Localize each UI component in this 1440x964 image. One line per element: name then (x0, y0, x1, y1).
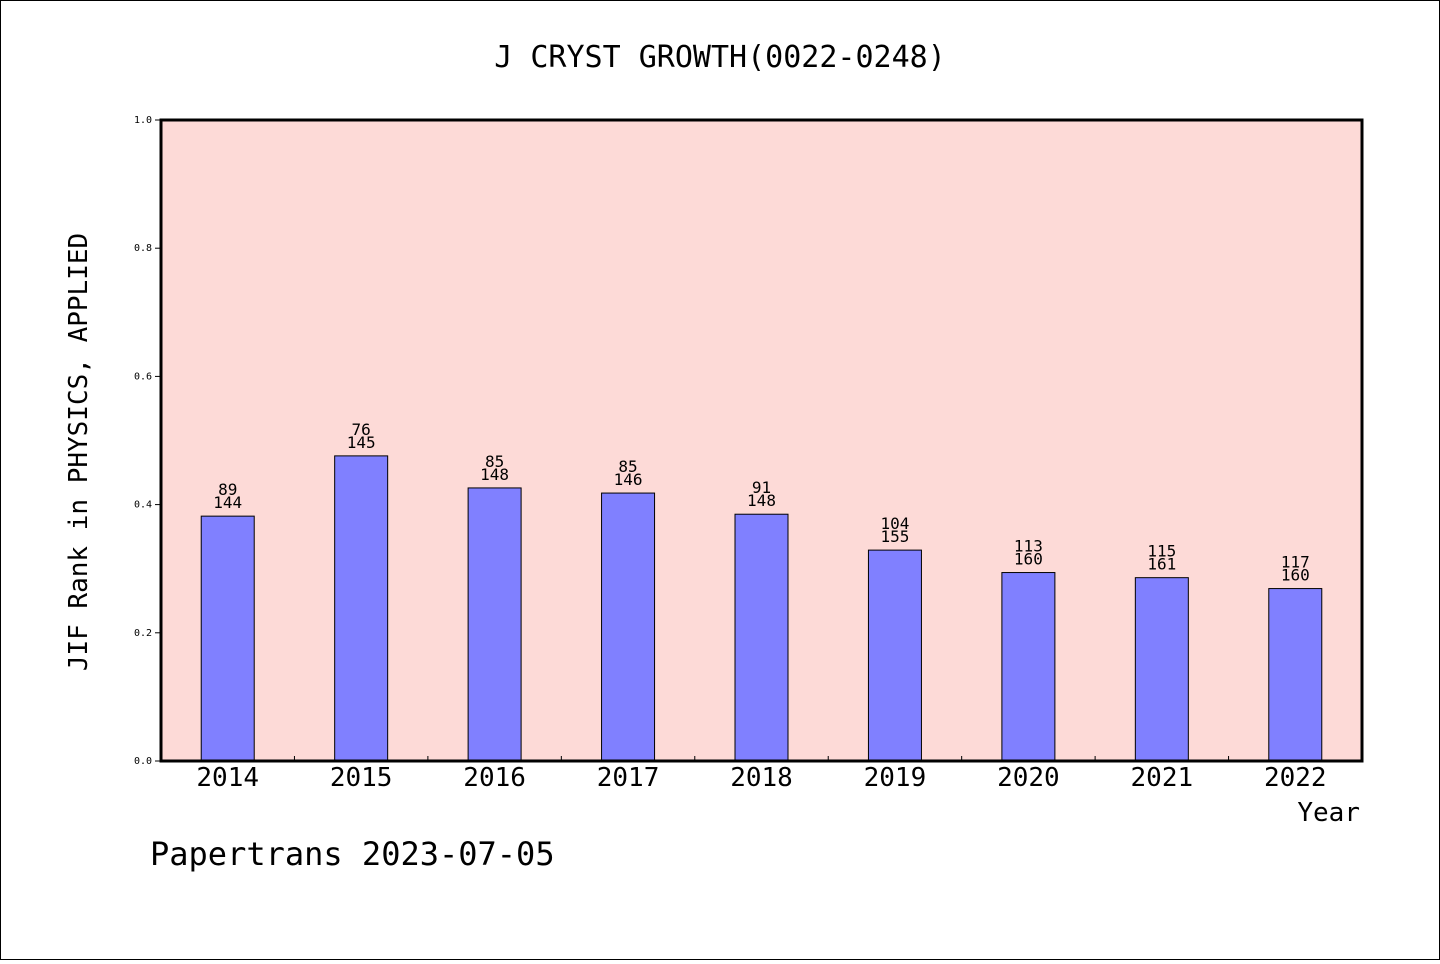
bar (601, 492, 656, 762)
x-tick-label: 2019 (864, 763, 927, 793)
bar-total-label: 145 (347, 433, 376, 452)
bar-total-label: 148 (480, 465, 509, 484)
y-tick-label: 0.0 (134, 756, 152, 767)
bar-rank-label: 76 (352, 420, 371, 439)
bar-total-label: 144 (213, 493, 242, 512)
x-tick-label: 2016 (463, 763, 526, 793)
x-tick-label: 2020 (997, 763, 1060, 793)
bar-rank-label: 104 (880, 514, 909, 533)
bar (1134, 577, 1189, 762)
bar-total-label: 160 (1014, 550, 1043, 569)
bar-rank-label: 85 (618, 457, 637, 476)
bar (1268, 588, 1323, 762)
x-axis: 2014 2015 2016 2017 2018 2019 2020 2021 2022 (196, 756, 1327, 793)
x-tick-label: 2022 (1264, 763, 1327, 793)
x-axis-label: Year (1297, 798, 1360, 828)
y-tick-label: 0.8 (134, 243, 152, 254)
y-axis: 0.0 0.2 0.4 0.6 0.8 1.0 (134, 115, 161, 767)
bar (1001, 572, 1056, 762)
x-tick-label: 2021 (1131, 763, 1194, 793)
x-tick-label: 2015 (330, 763, 393, 793)
bar (867, 549, 922, 762)
y-tick-label: 0.6 (134, 371, 152, 382)
bar-rank-label: 115 (1147, 542, 1176, 561)
footer-text: Papertrans 2023-07-05 (150, 835, 555, 873)
bar-rank-label: 85 (485, 452, 504, 471)
y-tick-label: 0.2 (134, 628, 152, 639)
bar-rank-label: 117 (1281, 553, 1310, 572)
bar-rank-label: 91 (752, 478, 771, 497)
chart-title: J CRYST GROWTH(0022-0248) (494, 40, 946, 75)
bar (734, 513, 789, 762)
bar-rank-label: 113 (1014, 537, 1043, 556)
bar-total-label: 160 (1281, 566, 1310, 585)
y-axis-label: JIF Rank in PHYSICS, APPLIED (64, 233, 94, 671)
bar-total-label: 146 (614, 470, 643, 489)
x-tick-label: 2017 (597, 763, 660, 793)
y-tick-label: 1.0 (134, 115, 152, 126)
bar-total-label: 161 (1147, 555, 1176, 574)
x-tick-label: 2018 (730, 763, 793, 793)
bar (200, 515, 255, 762)
bar (334, 455, 389, 762)
bar-rank-label: 89 (218, 480, 237, 499)
bar-total-label: 155 (880, 527, 909, 546)
plot-border (159, 118, 1364, 763)
x-tick-label: 2014 (196, 763, 259, 793)
y-tick-label: 0.4 (134, 500, 152, 511)
bar-total-label: 148 (747, 491, 776, 510)
bar (467, 487, 522, 762)
